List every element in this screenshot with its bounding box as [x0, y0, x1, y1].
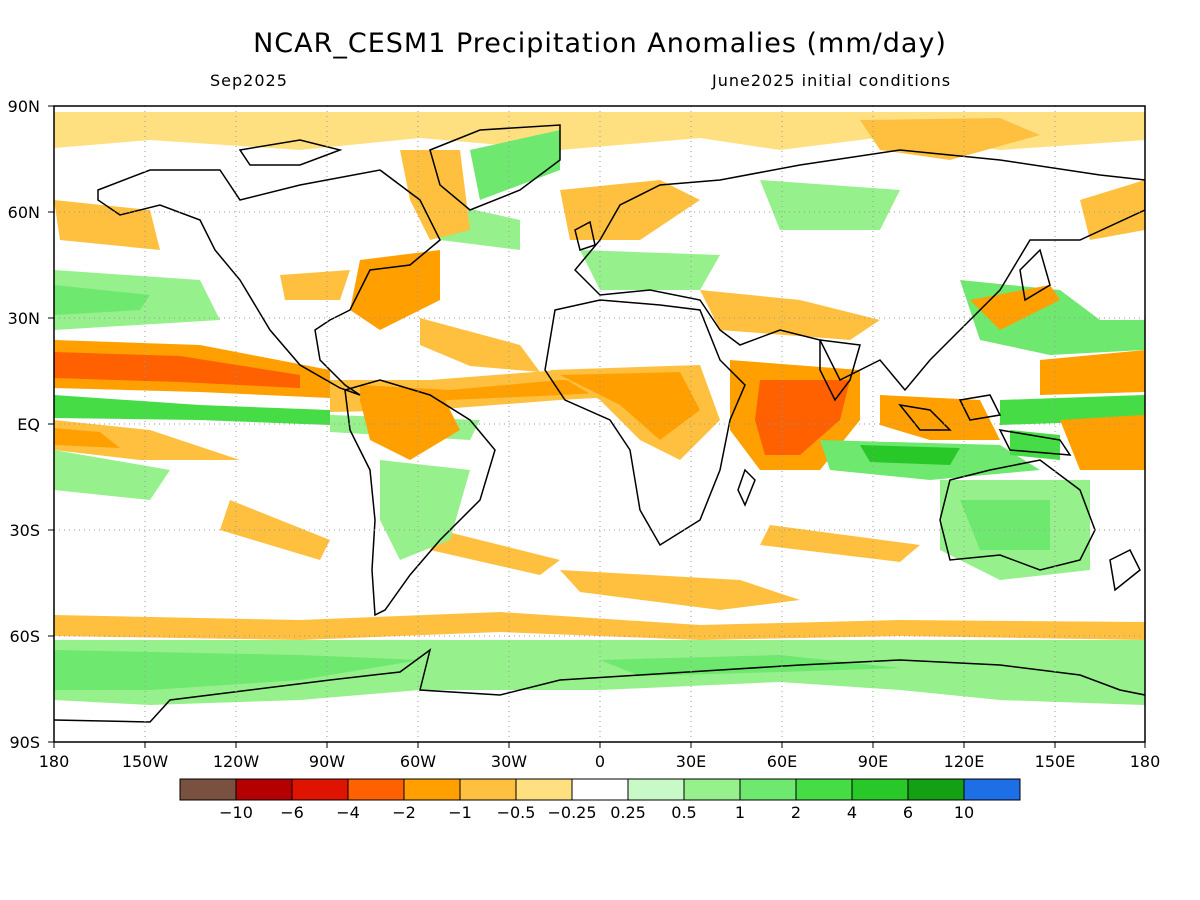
map-title: NCAR_CESM1 Precipitation Anomalies (mm/d…	[253, 28, 947, 59]
lat-label: EQ	[17, 415, 40, 434]
lat-label: 60N	[8, 203, 40, 222]
colorbar-label: 0.25	[610, 803, 646, 822]
lon-label: 180	[1130, 752, 1161, 771]
colorbar-swatch	[347, 778, 405, 801]
lon-label: 150E	[1035, 752, 1076, 771]
lat-label: 30N	[8, 309, 40, 328]
lon-label: 90E	[858, 752, 888, 771]
lon-label: 120E	[944, 752, 985, 771]
colorbar-swatch	[515, 778, 573, 801]
lon-label: 90W	[309, 752, 345, 771]
longitude-labels: 180 150W 120W 90W 60W 30W 0 30E 60E 90E …	[39, 752, 1161, 771]
colorbar-swatch	[851, 778, 909, 801]
colorbar-swatch	[403, 778, 461, 801]
colorbar-label: −6	[280, 803, 304, 822]
init-conditions-label: June2025 initial conditions	[712, 71, 952, 90]
colorbar-label: 2	[791, 803, 801, 822]
lat-label: 30S	[9, 521, 40, 540]
colorbar-label: −0.5	[497, 803, 536, 822]
lon-label: 150W	[122, 752, 169, 771]
lat-label: 90S	[9, 733, 40, 752]
colorbar-label: 6	[903, 803, 913, 822]
lat-label: 60S	[9, 627, 40, 646]
lon-label: 0	[595, 752, 605, 771]
colorbar-swatch	[571, 778, 629, 801]
graticule	[54, 106, 1145, 742]
lon-label: 30E	[676, 752, 706, 771]
colorbar-label: −0.25	[547, 803, 596, 822]
lat-label: 90N	[8, 97, 40, 116]
colorbar-label: −1	[448, 803, 472, 822]
colorbar-swatch	[963, 778, 1021, 801]
colorbar-swatch	[907, 778, 965, 801]
lon-label: 30W	[491, 752, 527, 771]
colorbar-swatch	[459, 778, 517, 801]
latitude-labels: 90N 60N 30N EQ 30S 60S 90S	[8, 97, 40, 752]
axis-ticks	[48, 105, 1146, 748]
coastlines	[54, 124, 1145, 723]
lon-label: 120W	[213, 752, 260, 771]
lon-label: 180	[39, 752, 70, 771]
colorbar-swatch	[739, 778, 797, 801]
colorbar-swatch	[179, 778, 237, 801]
colorbar-label: 0.5	[671, 803, 696, 822]
colorbar-labels: −10 −6 −4 −2 −1 −0.5 −0.25 0.25 0.5 1 2 …	[219, 803, 974, 822]
colorbar-label: 4	[847, 803, 857, 822]
colorbar-swatch	[235, 778, 293, 801]
colorbar-swatch	[291, 778, 349, 801]
valid-month-label: Sep2025	[210, 71, 288, 90]
colorbar-label: −10	[219, 803, 253, 822]
colorbar-label: 1	[735, 803, 745, 822]
lon-label: 60E	[767, 752, 797, 771]
lon-label: 60W	[400, 752, 436, 771]
colorbar-label: −2	[392, 803, 416, 822]
colorbar-swatch	[683, 778, 741, 801]
colorbar-swatch	[795, 778, 853, 801]
colorbar-swatch	[627, 778, 685, 801]
colorbar	[179, 778, 1021, 801]
colorbar-label: 10	[954, 803, 974, 822]
colorbar-label: −4	[336, 803, 360, 822]
